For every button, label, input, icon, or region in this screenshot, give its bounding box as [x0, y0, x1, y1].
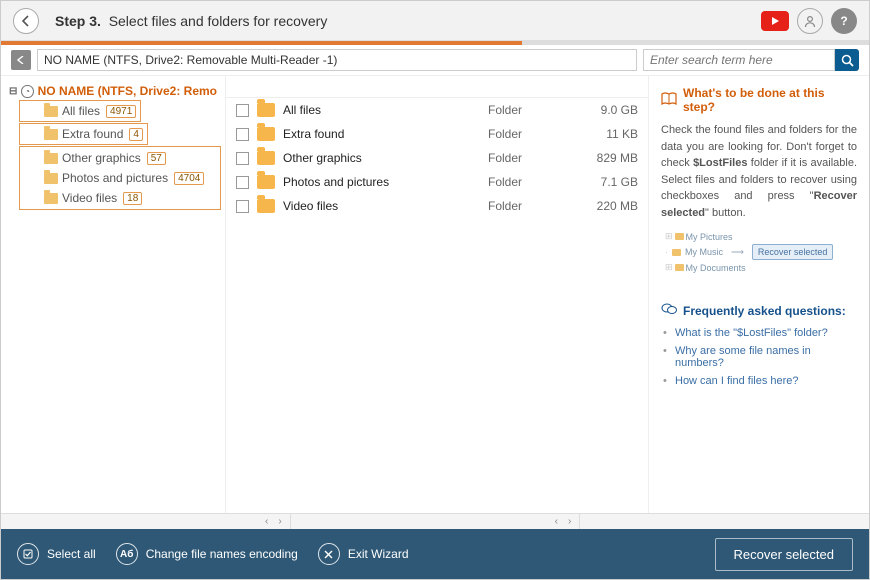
footer-bar: Select all Aб Change file names encoding…	[1, 529, 869, 579]
folder-icon	[44, 153, 58, 164]
list-row[interactable]: All filesFolder9.0 GB	[226, 98, 648, 122]
tree-node[interactable]: Extra found 4	[19, 123, 148, 145]
row-checkbox[interactable]	[236, 104, 249, 117]
scroll-right-icon[interactable]: ›	[564, 516, 575, 527]
main-area: ⊟ ◔ NO NAME (NTFS, Drive2: Remo All file…	[1, 75, 869, 513]
tree-panel: ⊟ ◔ NO NAME (NTFS, Drive2: Remo All file…	[1, 76, 225, 513]
scroll-left-icon[interactable]: ‹	[261, 516, 272, 527]
folder-icon	[257, 127, 275, 141]
faq-list: What is the "$LostFiles" folder?Why are …	[661, 324, 857, 390]
info-illustration: ⊞ My Pictures · My Music ⟶ Recover selec…	[665, 231, 857, 273]
step-title: Step 3. Select files and folders for rec…	[55, 13, 327, 29]
row-checkbox[interactable]	[236, 152, 249, 165]
folder-icon	[44, 173, 58, 184]
youtube-icon[interactable]	[761, 11, 789, 31]
list-header	[226, 80, 648, 98]
folder-icon	[44, 193, 58, 204]
list-row[interactable]: Photos and picturesFolder7.1 GB	[226, 170, 648, 194]
folder-icon	[44, 129, 58, 140]
user-icon[interactable]	[797, 8, 823, 34]
breadcrumb-row: NO NAME (NTFS, Drive2: Removable Multi-R…	[1, 45, 869, 75]
list-row[interactable]: Video filesFolder220 MB	[226, 194, 648, 218]
folder-icon	[257, 103, 275, 117]
list-panel: All filesFolder9.0 GBExtra foundFolder11…	[225, 76, 649, 513]
scroll-left-icon[interactable]: ‹	[551, 516, 562, 527]
exit-wizard-button[interactable]: Exit Wizard	[318, 543, 409, 565]
list-row[interactable]: Other graphicsFolder829 MB	[226, 146, 648, 170]
encoding-icon: Aб	[116, 543, 138, 565]
row-checkbox[interactable]	[236, 128, 249, 141]
info-panel: What's to be done at this step? Check th…	[649, 76, 869, 513]
tree-node[interactable]: Video files 18	[20, 188, 220, 208]
tree-root[interactable]: ⊟ ◔ NO NAME (NTFS, Drive2: Remo	[5, 82, 221, 100]
back-button[interactable]	[13, 8, 39, 34]
close-icon	[318, 543, 340, 565]
encoding-button[interactable]: Aб Change file names encoding	[116, 543, 298, 565]
breadcrumb-path[interactable]: NO NAME (NTFS, Drive2: Removable Multi-R…	[37, 49, 637, 71]
folder-icon	[257, 199, 275, 213]
book-icon	[661, 92, 677, 109]
folder-icon	[44, 106, 58, 117]
faq-title: Frequently asked questions:	[661, 303, 857, 318]
info-title: What's to be done at this step?	[661, 86, 857, 114]
breadcrumb-back-button[interactable]	[11, 50, 31, 70]
search-input[interactable]	[643, 49, 835, 71]
list-row[interactable]: Extra foundFolder11 KB	[226, 122, 648, 146]
folder-icon	[257, 175, 275, 189]
faq-link[interactable]: Why are some file names in numbers?	[675, 342, 857, 372]
row-checkbox[interactable]	[236, 176, 249, 189]
row-checkbox[interactable]	[236, 200, 249, 213]
select-all-button[interactable]: Select all	[17, 543, 96, 565]
tree-node[interactable]: Other graphics 57	[20, 148, 220, 168]
faq-link[interactable]: How can I find files here?	[675, 372, 857, 390]
recover-selected-button[interactable]: Recover selected	[715, 538, 853, 571]
select-all-icon	[17, 543, 39, 565]
header-bar: Step 3. Select files and folders for rec…	[1, 1, 869, 41]
faq-icon	[661, 303, 677, 318]
info-text: Check the found files and folders for th…	[661, 122, 857, 221]
search-button[interactable]	[835, 49, 859, 71]
hscroll-row: ‹› ‹›	[1, 513, 869, 529]
help-icon[interactable]: ?	[831, 8, 857, 34]
tree-node[interactable]: Photos and pictures 4704	[20, 168, 220, 188]
scroll-right-icon[interactable]: ›	[274, 516, 285, 527]
faq-link[interactable]: What is the "$LostFiles" folder?	[675, 324, 857, 342]
folder-icon	[257, 151, 275, 165]
tree-node[interactable]: All files 4971	[19, 100, 141, 122]
